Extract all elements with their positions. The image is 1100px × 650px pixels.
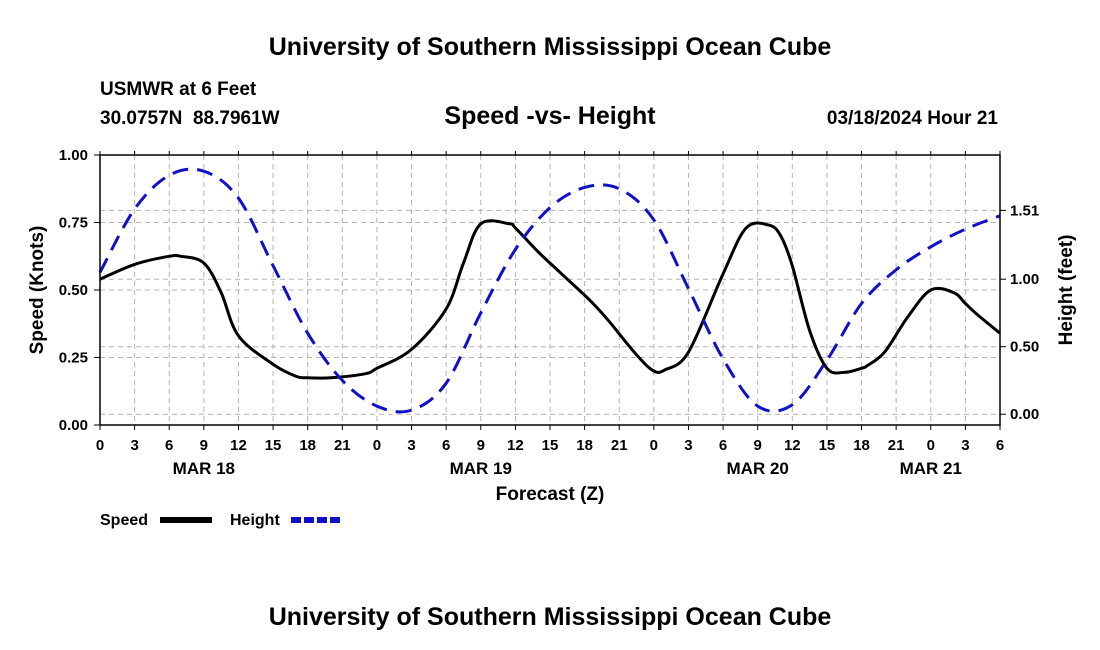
x-tick-label: 21 — [611, 437, 628, 454]
y2-axis-label: Height (feet) — [1056, 235, 1077, 346]
series-layer — [98, 167, 1001, 414]
x-tick-label: 0 — [96, 437, 104, 454]
x-tick-label: 18 — [299, 437, 316, 454]
x-tick-label: 9 — [754, 437, 762, 454]
page-title: University of Southern Mississippi Ocean… — [269, 33, 832, 61]
x-tick-label: 21 — [888, 437, 905, 454]
footer-title: University of Southern Mississippi Ocean… — [269, 603, 832, 631]
station-name: USMWR at 6 Feet — [100, 79, 257, 100]
x-tick-label: 0 — [650, 437, 658, 454]
x-tick-label: 15 — [265, 437, 282, 454]
y2-tick-label: 0.00 — [1010, 406, 1039, 423]
y-tick-label: 1.00 — [59, 147, 88, 164]
y-tick-label: 0.25 — [59, 350, 88, 367]
grid — [100, 155, 1000, 425]
chart-title: Speed -vs- Height — [444, 102, 656, 130]
y-tick-label: 0.75 — [59, 215, 88, 232]
y-tick-label: 0.50 — [59, 282, 88, 299]
x-tick-label: 3 — [684, 437, 692, 454]
y2-tick-label: 1.00 — [1010, 271, 1039, 288]
x-tick-label: 18 — [853, 437, 870, 454]
y2-tick-label: 1.51 — [1010, 202, 1039, 219]
x-tick-label: 3 — [961, 437, 969, 454]
legend: Speed Height — [100, 512, 343, 529]
x-tick-label: 12 — [507, 437, 524, 454]
x-tick-label: 6 — [442, 437, 450, 454]
x-tick-label: 6 — [719, 437, 727, 454]
date-label: MAR 20 — [727, 459, 789, 478]
x-tick-label: 9 — [200, 437, 208, 454]
run-timestamp: 03/18/2024 Hour 21 — [827, 108, 999, 129]
x-tick-label: 6 — [165, 437, 173, 454]
date-label: MAR 18 — [173, 459, 235, 478]
x-tick-label: 3 — [130, 437, 138, 454]
x-tick-label: 21 — [334, 437, 351, 454]
height-series-line — [98, 167, 1001, 414]
legend-height-label: Height — [230, 512, 280, 529]
x-tick-label: 0 — [373, 437, 381, 454]
x-axis-label: Forecast (Z) — [496, 484, 605, 505]
date-label: MAR 21 — [900, 459, 962, 478]
x-tick-label: 6 — [996, 437, 1004, 454]
x-tick-label: 12 — [230, 437, 247, 454]
x-tick-label: 15 — [542, 437, 559, 454]
x-tick-label: 15 — [819, 437, 836, 454]
y-tick-label: 0.00 — [59, 417, 88, 434]
x-tick-label: 9 — [477, 437, 485, 454]
axes: 0 3 6 9 12 15 18 21 0 3 6 9 12 15 18 21 0 3 6 9 12 15 18 21 0 3 6M… — [59, 147, 1039, 478]
speed-series-line — [99, 219, 1001, 380]
station-coordinates: 30.0757N 88.7961W — [100, 108, 280, 129]
legend-speed-label: Speed — [100, 512, 148, 529]
y2-tick-label: 0.50 — [1010, 339, 1039, 356]
x-tick-label: 3 — [407, 437, 415, 454]
x-tick-label: 12 — [784, 437, 801, 454]
y-axis-label: Speed (Knots) — [27, 226, 48, 355]
date-label: MAR 19 — [450, 459, 512, 478]
x-tick-label: 0 — [927, 437, 935, 454]
x-tick-label: 18 — [576, 437, 593, 454]
